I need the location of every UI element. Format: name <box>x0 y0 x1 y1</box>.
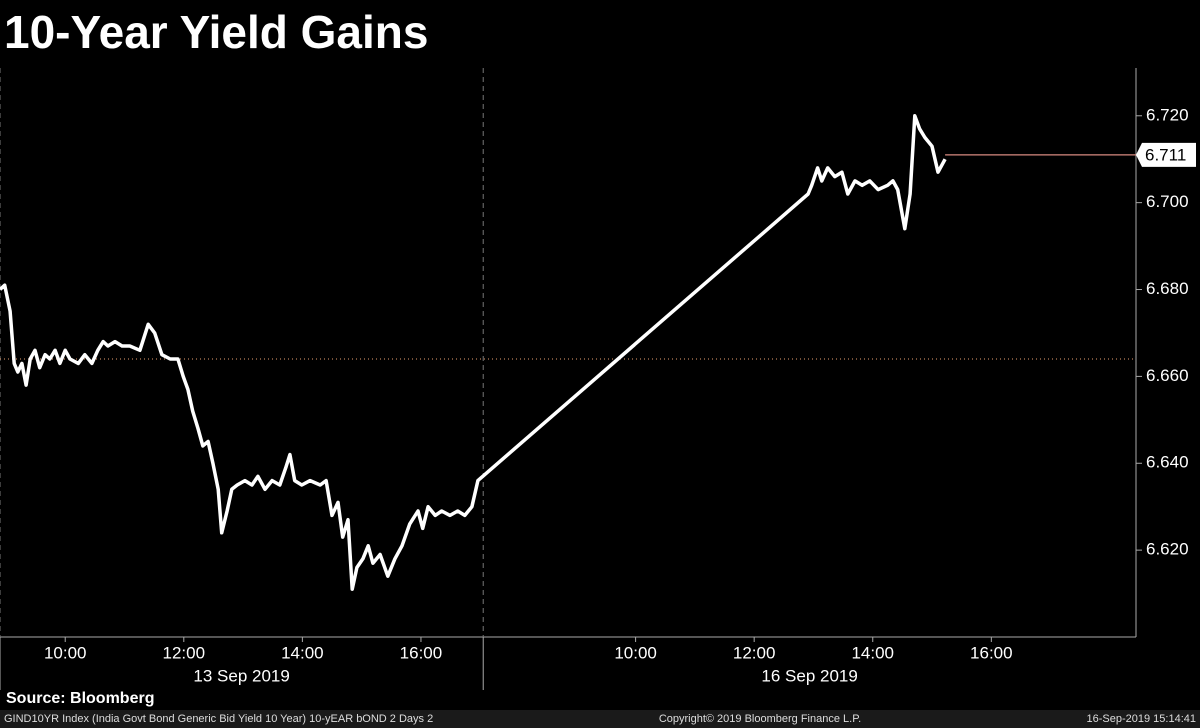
last-value-label: 6.711 <box>1145 145 1186 164</box>
footer-bar <box>0 710 1200 728</box>
x-tick-label: 16:00 <box>970 643 1013 662</box>
x-tick-label: 12:00 <box>733 643 776 662</box>
y-tick-label: 6.680 <box>1146 279 1189 298</box>
y-tick-label: 6.720 <box>1146 105 1189 124</box>
yield-line <box>0 114 947 591</box>
chart-title: 10-Year Yield Gains <box>4 6 428 58</box>
x-group-label: 13 Sep 2019 <box>193 666 289 685</box>
y-tick-label: 6.640 <box>1146 453 1189 472</box>
copyright: Copyright© 2019 Bloomberg Finance L.P. <box>659 713 861 725</box>
x-group-label: 16 Sep 2019 <box>761 666 857 685</box>
ticker: GIND10YR Index (India Govt Bond Generic … <box>4 713 433 725</box>
y-tick-label: 6.700 <box>1146 192 1189 211</box>
x-tick-label: 10:00 <box>614 643 657 662</box>
x-tick-label: 16:00 <box>400 643 443 662</box>
x-tick-label: 10:00 <box>44 643 87 662</box>
last-value-box <box>1136 142 1196 167</box>
source: Source: Bloomberg <box>6 690 154 707</box>
timestamp: 16-Sep-2019 15:14:41 <box>1087 713 1196 725</box>
y-tick-label: 6.660 <box>1146 366 1189 385</box>
x-tick-label: 12:00 <box>163 643 206 662</box>
x-tick-label: 14:00 <box>281 643 324 662</box>
x-tick-label: 14:00 <box>851 643 894 662</box>
y-tick-label: 6.620 <box>1146 540 1189 559</box>
